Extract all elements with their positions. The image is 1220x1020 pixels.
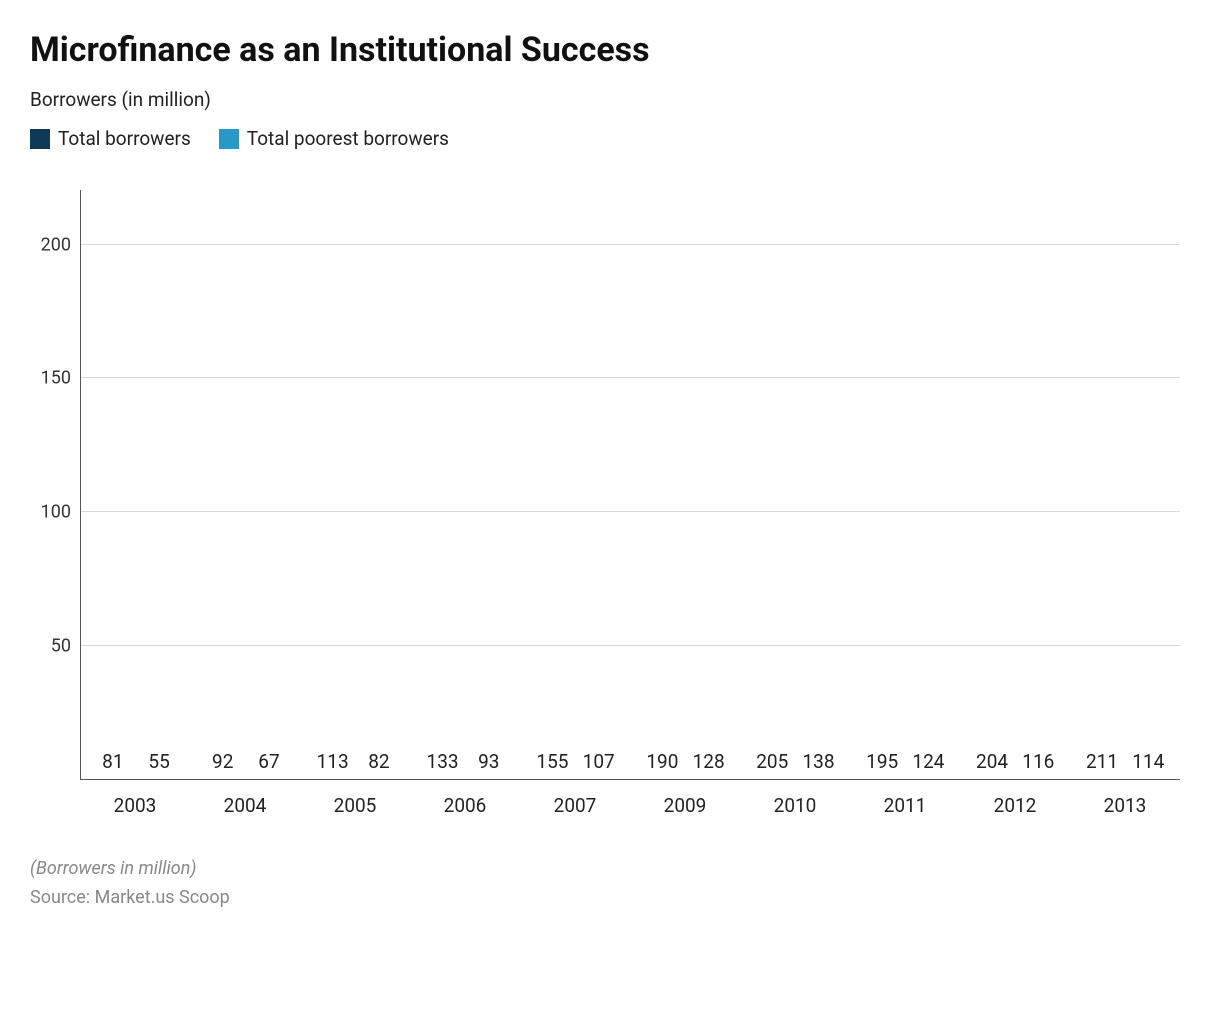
x-axis-label: 2005 — [300, 794, 410, 817]
bar-value-label: 205 — [756, 750, 788, 779]
footer-source: Source: Market.us Scoop — [30, 887, 1190, 908]
y-axis-label: 200 — [41, 234, 71, 255]
bar-value-label: 67 — [258, 750, 279, 779]
x-axis-label: 2004 — [190, 794, 300, 817]
bar-value-label: 116 — [1022, 750, 1054, 779]
chart-area: 81 55 92 67 113 82 133 93 155 107 190 128 205 138 195 1… — [80, 190, 1180, 830]
gridline: 100 — [81, 511, 1180, 512]
x-axis-label: 2007 — [520, 794, 630, 817]
bar-value-label: 107 — [583, 750, 615, 779]
bar-value-label: 138 — [802, 750, 834, 779]
x-axis-label: 2011 — [850, 794, 960, 817]
bar-value-label: 133 — [427, 750, 459, 779]
legend: Total borrowers Total poorest borrowers — [30, 127, 1190, 150]
y-axis-label: 50 — [51, 636, 71, 657]
source-value: Market.us Scoop — [95, 887, 230, 908]
legend-item: Total borrowers — [30, 127, 191, 150]
source-label: Source: — [30, 887, 95, 908]
y-axis-label: 100 — [41, 502, 71, 523]
bar-value-label: 114 — [1132, 750, 1164, 779]
legend-label: Total poorest borrowers — [247, 127, 449, 150]
bar-value-label: 82 — [368, 750, 389, 779]
legend-item: Total poorest borrowers — [219, 127, 449, 150]
legend-swatch — [219, 129, 239, 149]
footer-note: (Borrowers in million) — [30, 858, 1190, 879]
plot-area: 81 55 92 67 113 82 133 93 155 107 190 128 205 138 195 1… — [80, 190, 1180, 780]
chart-subtitle: Borrowers (in million) — [30, 88, 1190, 111]
x-axis-label: 2013 — [1070, 794, 1180, 817]
legend-swatch — [30, 129, 50, 149]
gridline: 50 — [81, 645, 1180, 646]
y-axis-label: 150 — [41, 368, 71, 389]
bar-value-label: 204 — [976, 750, 1008, 779]
bars-container: 81 55 92 67 113 82 133 93 155 107 190 128 205 138 195 1… — [81, 190, 1180, 779]
bar-value-label: 190 — [646, 750, 678, 779]
x-axis-label: 2010 — [740, 794, 850, 817]
bar-value-label: 113 — [317, 750, 349, 779]
bar-value-label: 155 — [536, 750, 568, 779]
chart-title: Microfinance as an Institutional Success — [30, 30, 1190, 70]
x-axis-labels: 2003200420052006200720092010201120122013 — [80, 794, 1180, 817]
bar-value-label: 93 — [478, 750, 499, 779]
x-axis-label: 2009 — [630, 794, 740, 817]
gridline: 150 — [81, 377, 1180, 378]
bar-value-label: 211 — [1086, 750, 1118, 779]
legend-label: Total borrowers — [58, 127, 191, 150]
gridline: 200 — [81, 244, 1180, 245]
x-axis-label: 2003 — [80, 794, 190, 817]
bar-value-label: 81 — [102, 750, 123, 779]
chart-footer: (Borrowers in million) Source: Market.us… — [30, 858, 1190, 908]
x-axis-label: 2012 — [960, 794, 1070, 817]
bar-value-label: 124 — [912, 750, 944, 779]
bar-value-label: 195 — [866, 750, 898, 779]
bar-value-label: 55 — [148, 750, 169, 779]
bar-value-label: 92 — [212, 750, 233, 779]
x-axis-label: 2006 — [410, 794, 520, 817]
bar-value-label: 128 — [693, 750, 725, 779]
